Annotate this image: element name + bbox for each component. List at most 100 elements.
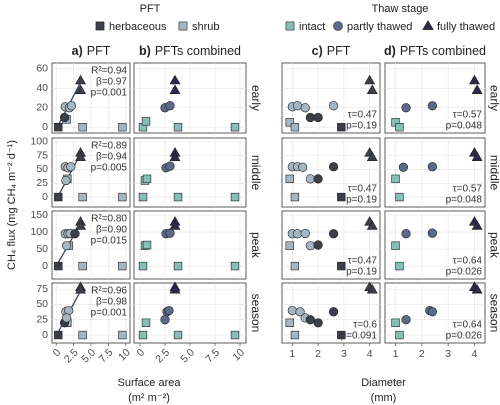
data-point — [391, 174, 400, 184]
x-tick-label: 2 — [419, 348, 425, 360]
data-point — [66, 162, 76, 172]
legend-symbol — [285, 21, 295, 31]
panel-title-text: PFTs combined — [155, 44, 241, 58]
stat-label: τ=0.64 — [453, 320, 483, 331]
y-tick-label: 0 — [42, 121, 48, 133]
data-point — [295, 307, 305, 317]
data-point — [290, 261, 300, 271]
y-tick-label: 60 — [36, 63, 48, 75]
y-tick-label: 20 — [36, 102, 48, 114]
data-point — [169, 283, 181, 294]
data-point — [313, 240, 323, 250]
legend-symbol — [178, 21, 188, 31]
data-point — [75, 151, 87, 162]
y-tick-label: 100 — [30, 226, 48, 238]
panel-background — [384, 62, 486, 134]
y-tick-label: 50 — [36, 163, 48, 175]
x-tick-label: 10 — [230, 346, 247, 363]
strip-label: season — [249, 294, 263, 333]
panel-tag: d) — [384, 44, 396, 58]
x-tick-label: 4 — [367, 348, 373, 360]
stat-label: β=0.97 — [96, 77, 127, 88]
y-tick-label: 150 — [30, 209, 48, 221]
data-point — [230, 261, 240, 271]
stat-label: p=0.19 — [346, 121, 377, 132]
x-axis-label: Surface area — [118, 377, 182, 389]
data-point — [337, 192, 346, 202]
data-point — [471, 151, 483, 162]
y-tick-label: 0 — [42, 260, 48, 272]
data-point — [366, 220, 378, 230]
x-tick-label: 1 — [289, 348, 295, 360]
stat-label: τ=0.57 — [453, 184, 483, 195]
stat-label: p=0.001 — [91, 308, 128, 319]
stat-label: p=0.001 — [91, 88, 128, 99]
data-point — [313, 318, 323, 328]
data-point — [78, 330, 87, 340]
data-point — [398, 162, 409, 172]
data-point — [401, 229, 411, 239]
stat-label: β=0.94 — [96, 152, 127, 163]
legend-title: PFT — [140, 3, 161, 15]
stat-label: τ=0.57 — [453, 110, 483, 121]
stat-label: p=0.015 — [91, 236, 128, 247]
x-tick-label: 1 — [393, 348, 399, 360]
stat-label: β=0.98 — [96, 297, 127, 308]
legend-label: shrub — [192, 21, 220, 33]
data-point — [142, 240, 152, 250]
data-point — [59, 112, 70, 123]
data-point — [118, 261, 127, 271]
data-point — [160, 315, 170, 325]
data-point — [61, 175, 71, 186]
data-point — [395, 122, 404, 132]
data-point — [62, 241, 72, 251]
data-point — [285, 118, 294, 127]
legend-symbol — [422, 19, 434, 30]
data-point — [70, 229, 80, 239]
x-tick-label: 0 — [134, 346, 147, 359]
data-point — [118, 330, 127, 340]
stat-label: p=0.19 — [346, 195, 377, 206]
data-point — [75, 74, 87, 85]
stat-label: τ=0.6 — [353, 320, 377, 331]
stat-label: τ=0.47 — [348, 110, 378, 121]
data-point — [391, 241, 400, 250]
x-axis-label: (mm) — [371, 392, 397, 404]
stat-label: p=0.005 — [91, 163, 128, 174]
data-point — [471, 84, 483, 94]
strip-label: peak — [249, 232, 263, 259]
strip-label: middle — [249, 155, 263, 191]
panel-title-text: PFT — [87, 44, 111, 58]
panel-title: b) PFTs combined — [139, 44, 241, 58]
data-point — [230, 330, 240, 340]
data-point — [142, 174, 152, 184]
data-point — [230, 192, 240, 202]
x-axis-label: Diameter — [361, 377, 406, 389]
data-point — [292, 101, 303, 111]
x-tick-label: 3 — [341, 348, 347, 360]
y-tick-label: 25 — [36, 177, 48, 189]
legend-label: herbaceous — [109, 21, 167, 33]
stat-label: R²=0.80 — [91, 214, 127, 225]
data-point — [401, 315, 411, 325]
panel-title: a) PFT — [72, 44, 111, 58]
y-tick-label: 75 — [36, 149, 48, 161]
stat-label: β=0.90 — [96, 225, 127, 236]
data-point — [290, 122, 300, 132]
data-point — [313, 174, 323, 184]
data-point — [138, 261, 148, 271]
y-tick-label: 0 — [42, 329, 48, 341]
x-axis-label: (m² m⁻²) — [128, 392, 170, 404]
stat-label: R²=0.89 — [91, 141, 127, 152]
data-point — [366, 283, 378, 294]
stat-label: τ=0.47 — [348, 184, 378, 195]
data-point — [118, 122, 127, 132]
strip-label: peak — [487, 232, 500, 259]
data-point — [54, 122, 63, 132]
stat-label: τ=0.64 — [453, 256, 483, 267]
data-point — [173, 192, 183, 202]
data-point — [78, 192, 87, 202]
data-point — [305, 241, 315, 251]
panel-tag: c) — [312, 44, 323, 58]
data-point — [285, 174, 294, 184]
